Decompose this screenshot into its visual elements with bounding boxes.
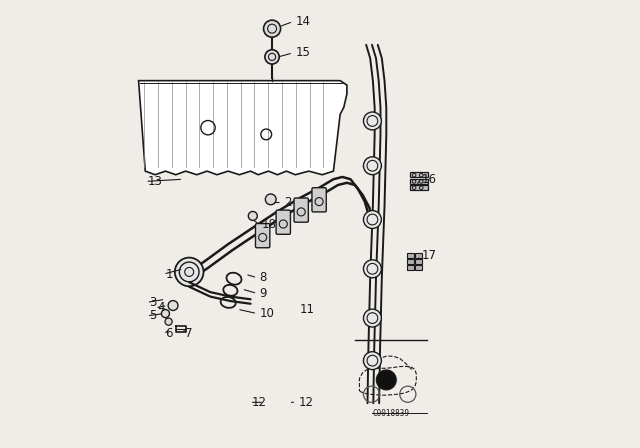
- Text: 9: 9: [260, 287, 267, 300]
- Text: 1: 1: [165, 267, 173, 281]
- Circle shape: [364, 260, 381, 278]
- FancyBboxPatch shape: [255, 224, 270, 248]
- Bar: [415, 259, 422, 264]
- Circle shape: [364, 352, 381, 370]
- Text: 7: 7: [185, 327, 192, 340]
- Text: 17: 17: [422, 249, 437, 262]
- Text: 10: 10: [260, 307, 275, 320]
- Text: 6: 6: [165, 327, 173, 340]
- Circle shape: [364, 211, 381, 228]
- Text: 3: 3: [149, 296, 156, 309]
- Circle shape: [248, 211, 257, 220]
- Bar: [410, 185, 428, 190]
- Circle shape: [175, 258, 204, 286]
- Circle shape: [364, 309, 381, 327]
- Circle shape: [266, 194, 276, 205]
- FancyBboxPatch shape: [294, 198, 308, 222]
- Text: 15: 15: [296, 46, 310, 60]
- Circle shape: [165, 318, 172, 325]
- Text: 18: 18: [262, 217, 276, 231]
- Circle shape: [364, 112, 381, 130]
- Circle shape: [161, 310, 170, 318]
- Text: C0018839: C0018839: [373, 409, 410, 418]
- Text: 5: 5: [149, 309, 156, 323]
- Bar: [407, 265, 414, 270]
- Bar: [407, 259, 414, 264]
- Circle shape: [168, 301, 178, 310]
- Text: 12: 12: [252, 396, 267, 409]
- Bar: [410, 172, 428, 177]
- Circle shape: [265, 50, 279, 64]
- Text: 12: 12: [298, 396, 314, 409]
- Text: 14: 14: [296, 15, 310, 28]
- Bar: [415, 265, 422, 270]
- Circle shape: [376, 370, 396, 390]
- Bar: [407, 253, 414, 258]
- Polygon shape: [139, 81, 347, 175]
- Circle shape: [364, 157, 381, 175]
- Text: 4: 4: [157, 301, 165, 314]
- Bar: [415, 253, 422, 258]
- Text: 8: 8: [260, 271, 267, 284]
- Text: 11: 11: [300, 302, 315, 316]
- FancyBboxPatch shape: [276, 210, 291, 234]
- Bar: [410, 179, 428, 184]
- Text: 16: 16: [422, 172, 437, 186]
- Text: 13: 13: [148, 175, 163, 188]
- Text: 2: 2: [284, 196, 292, 209]
- Circle shape: [264, 20, 280, 37]
- FancyBboxPatch shape: [312, 188, 326, 212]
